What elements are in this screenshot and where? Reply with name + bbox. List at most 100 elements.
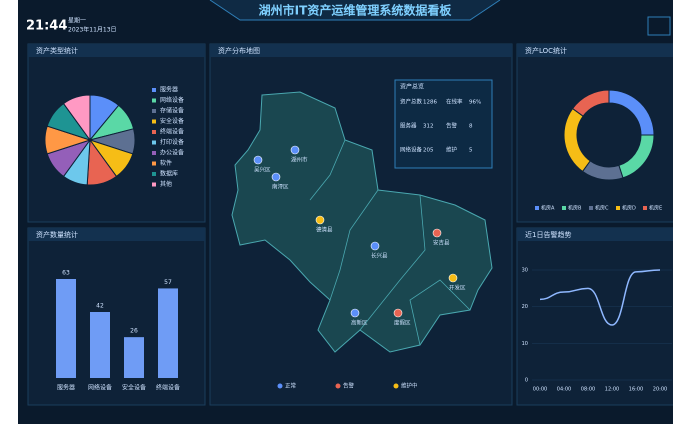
- slice: [571, 89, 610, 117]
- info-cell: 告警: [446, 122, 458, 130]
- legend-label: 告警: [343, 382, 355, 390]
- x-tick-label: 12:00: [605, 387, 619, 393]
- marker-label: 德清县: [316, 226, 333, 234]
- bar-label: 63: [62, 270, 70, 277]
- map-marker: [393, 308, 403, 318]
- slice: [62, 94, 91, 142]
- panel-title: 资产分布地图: [218, 46, 260, 55]
- info-cell: 服务器: [400, 122, 417, 130]
- legend-label: 软件: [160, 159, 172, 167]
- legend-swatch: [152, 161, 156, 166]
- info-cell: 在线率: [446, 98, 463, 106]
- map-marker: [448, 273, 458, 283]
- legend-label: 机房E: [649, 205, 662, 212]
- map-marker: [315, 215, 325, 225]
- info-cell: 资产总数: [400, 98, 423, 106]
- legend-swatch: [152, 130, 156, 134]
- date: 2023年11月13日: [68, 26, 117, 34]
- marker-label: 度假区: [394, 319, 411, 327]
- x-tick-label: 00:00: [533, 387, 547, 393]
- info-cell: 205: [423, 148, 434, 154]
- marker-label: 湖州市: [291, 156, 308, 164]
- legend-swatch: [589, 206, 593, 210]
- legend-label: 维护中: [401, 382, 418, 390]
- x-tick-label: 04:00: [557, 387, 571, 393]
- map-marker: [370, 241, 380, 251]
- map-marker: [432, 228, 442, 238]
- x-label: 网络设备: [88, 384, 112, 392]
- x-tick-label: 16:00: [629, 387, 643, 393]
- legend-label: 数据库: [160, 170, 178, 178]
- clock: 21:44: [26, 19, 67, 34]
- map-borders: [309, 139, 471, 346]
- map-marker: [350, 308, 360, 318]
- bar: [90, 312, 110, 378]
- info-cell: 1286: [423, 100, 437, 106]
- title: 湖州市IT资产运维管理系统数据看板: [259, 3, 453, 18]
- legend-label: 机房B: [568, 205, 582, 212]
- legend-label: 安全设备: [160, 117, 184, 125]
- marker-label: 开发区: [449, 284, 466, 292]
- legend-label: 终端设备: [160, 128, 184, 136]
- legend-swatch: [152, 172, 156, 176]
- x-tick-label: 20:00: [653, 387, 667, 393]
- legend-swatch: [152, 140, 156, 145]
- legend-label: 机房A: [541, 205, 555, 212]
- legend-swatch: [152, 109, 156, 113]
- y-tick-label: 0: [525, 378, 528, 384]
- legend-swatch: [152, 88, 156, 92]
- legend-label: 办公设备: [160, 149, 184, 157]
- map-marker: [253, 155, 263, 165]
- marker-label: 安吉县: [433, 239, 450, 247]
- legend-label: 服务器: [160, 86, 178, 94]
- legend-label: 机房C: [595, 205, 609, 212]
- marker-label: 高新区: [351, 319, 368, 327]
- legend-swatch: [616, 206, 620, 210]
- marker-label: 吴兴区: [254, 166, 271, 174]
- legend-swatch: [562, 206, 566, 210]
- title-frame: [209, 0, 501, 21]
- bar-label: 42: [96, 303, 104, 310]
- bar: [56, 279, 76, 378]
- x-label: 服务器: [57, 384, 75, 392]
- info-cell: 5: [469, 148, 473, 154]
- info-cell: 网络设备: [400, 146, 423, 154]
- legend-dot: [277, 383, 283, 389]
- legend-swatch: [152, 98, 156, 103]
- panel-title: 资产类型统计: [36, 46, 78, 55]
- x-tick-label: 08:00: [581, 387, 595, 393]
- legend-label: 机房D: [622, 205, 636, 212]
- trend-line: [539, 269, 661, 326]
- legend-swatch: [152, 151, 156, 155]
- y-tick-label: 20: [522, 304, 528, 310]
- legend-dot: [393, 383, 399, 389]
- y-tick-label: 10: [522, 341, 528, 347]
- x-label: 终端设备: [156, 384, 180, 392]
- bar: [158, 288, 178, 378]
- info-title: 资产总览: [400, 83, 424, 91]
- legend-dot: [335, 383, 341, 389]
- legend-label: 打印设备: [160, 138, 184, 146]
- info-cell: 96%: [469, 100, 481, 106]
- legend-label: 存储设备: [160, 107, 184, 115]
- bar-label: 26: [130, 328, 138, 335]
- legend-swatch: [152, 119, 156, 124]
- y-tick-label: 30: [522, 268, 528, 274]
- map-marker: [271, 172, 281, 182]
- info-box: [394, 79, 493, 169]
- marker-label: 南浔区: [272, 183, 289, 191]
- panel-title: 资产LOC统计: [525, 46, 567, 55]
- bar: [124, 337, 144, 378]
- legend-swatch: [643, 206, 647, 210]
- weekday: 星期一: [68, 17, 86, 25]
- legend-label: 其他: [160, 180, 172, 188]
- panel-headers: [28, 44, 673, 241]
- header-button[interactable]: [647, 16, 671, 36]
- info-cell: 312: [423, 124, 434, 130]
- panel-title: 资产数量统计: [36, 230, 78, 239]
- legend-swatch: [535, 206, 539, 210]
- legend-label: 网络设备: [160, 96, 184, 104]
- info-cell: 8: [469, 124, 473, 130]
